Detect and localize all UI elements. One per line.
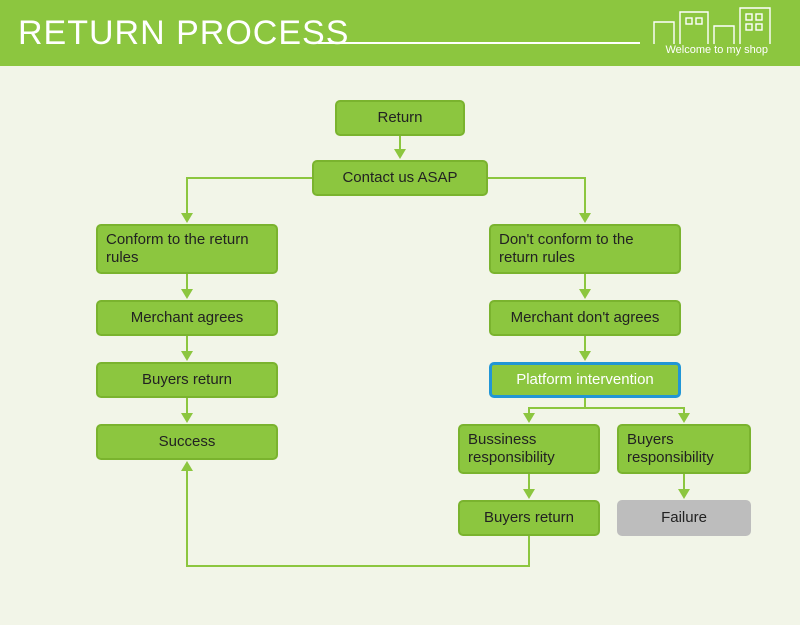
node-label: Merchant don't agrees bbox=[511, 309, 660, 327]
node-buyersReturn1: Buyers return bbox=[96, 362, 278, 398]
node-label: Conform to the return rules bbox=[106, 231, 268, 267]
node-return: Return bbox=[335, 100, 465, 136]
node-label: Buyers responsibility bbox=[627, 431, 741, 467]
node-mNoAgrees: Merchant don't agrees bbox=[489, 300, 681, 336]
node-label: Don't conform to the return rules bbox=[499, 231, 671, 267]
node-contact: Contact us ASAP bbox=[312, 160, 488, 196]
node-bizResp: Bussiness responsibility bbox=[458, 424, 600, 474]
node-label: Return bbox=[377, 109, 422, 127]
node-success: Success bbox=[96, 424, 278, 460]
node-buyersReturn2: Buyers return bbox=[458, 500, 600, 536]
node-label: Failure bbox=[661, 509, 707, 527]
header-divider bbox=[318, 42, 640, 44]
node-mAgrees: Merchant agrees bbox=[96, 300, 278, 336]
skyline-icon bbox=[650, 6, 780, 44]
node-buyResp: Buyers responsibility bbox=[617, 424, 751, 474]
node-label: Buyers return bbox=[142, 371, 232, 389]
node-label: Platform intervention bbox=[516, 371, 654, 389]
header-tagline: Welcome to my shop bbox=[665, 44, 768, 56]
node-noconform: Don't conform to the return rules bbox=[489, 224, 681, 274]
node-label: Success bbox=[159, 433, 216, 451]
page-title: RETURN PROCESS bbox=[18, 14, 349, 53]
node-label: Merchant agrees bbox=[131, 309, 244, 327]
node-label: Bussiness responsibility bbox=[468, 431, 590, 467]
node-conform: Conform to the return rules bbox=[96, 224, 278, 274]
header: RETURN PROCESS Welcome to my shop bbox=[0, 0, 800, 66]
node-platform: Platform intervention bbox=[489, 362, 681, 398]
node-label: Contact us ASAP bbox=[342, 169, 457, 187]
node-failure: Failure bbox=[617, 500, 751, 536]
node-label: Buyers return bbox=[484, 509, 574, 527]
